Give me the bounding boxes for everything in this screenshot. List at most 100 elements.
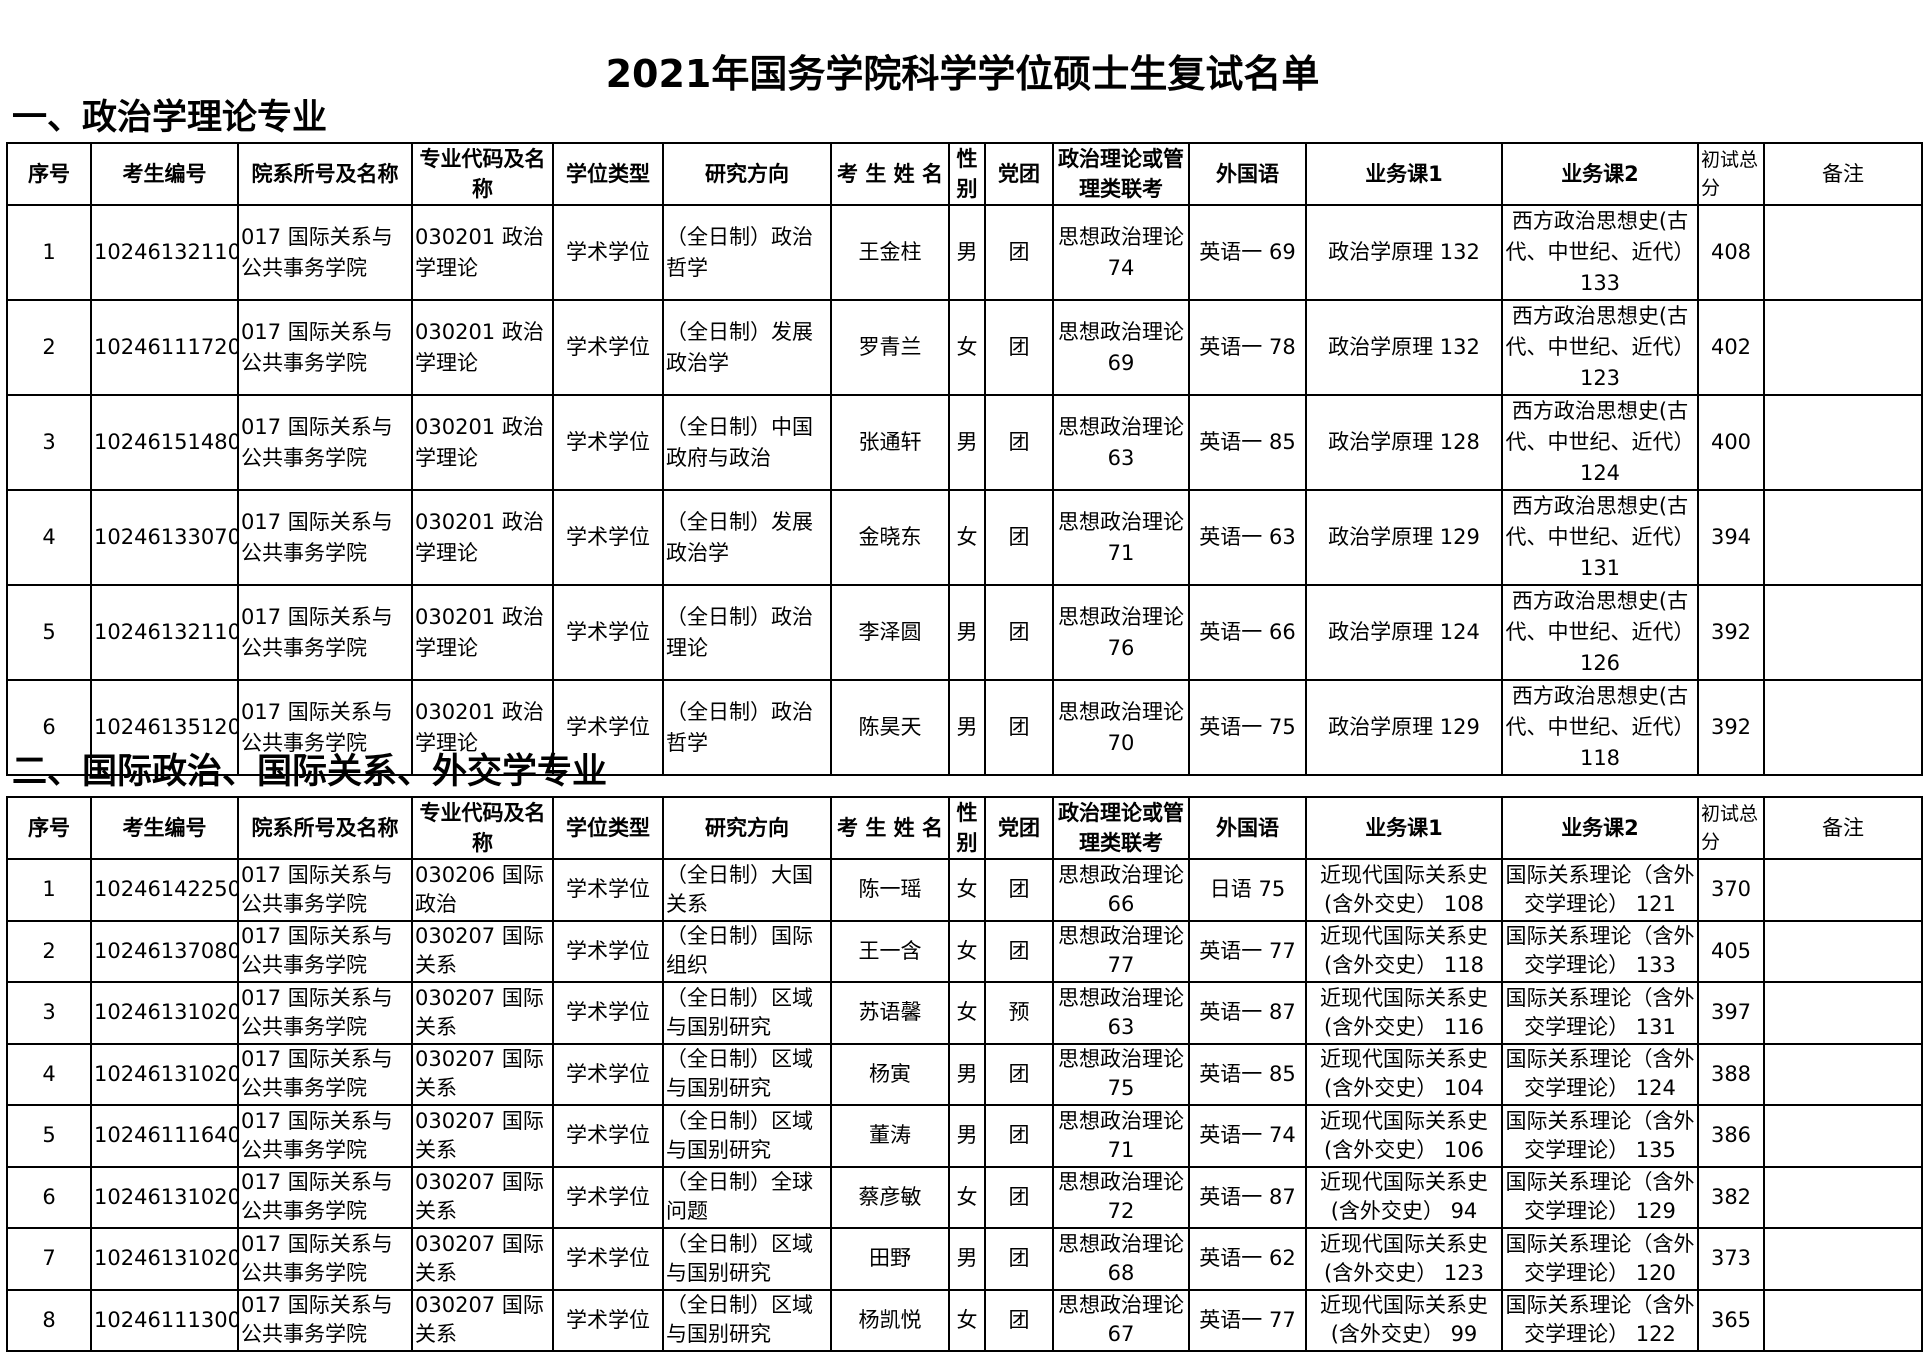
column-header-total-score: 初试总分 [1697,796,1765,860]
cell-degree-type: 学术学位 [552,919,664,983]
cell-total-score: 388 [1697,1042,1765,1106]
column-header-politics-score: 政治理论或管理类联考 [1052,796,1190,860]
cell-party: 团 [984,858,1054,922]
cell-department: 017 国际关系与公共事务学院 [237,1165,413,1229]
cell-seq: 2 [6,919,92,983]
cell-research-direction: （全日制）国际组织 [662,919,832,983]
cell-remarks [1763,981,1923,1045]
cell-major: 030201 政治学理论 [411,299,554,396]
cell-name: 苏语馨 [830,981,950,1045]
column-header-name: 考 生 姓 名 [830,142,950,206]
cell-gender: 女 [948,919,986,983]
cell-foreign-language: 英语一 77 [1188,1288,1307,1352]
cell-party: 团 [984,394,1054,491]
cell-total-score: 392 [1697,679,1765,776]
cell-candidate-id: 102461116405878 [90,1104,239,1168]
cell-party: 团 [984,1042,1054,1106]
cell-department: 017 国际关系与公共事务学院 [237,394,413,491]
cell-research-direction: （全日制）区域与国别研究 [662,981,832,1045]
cell-remarks [1763,1042,1923,1106]
cell-name: 杨凯悦 [830,1288,950,1352]
cell-research-direction: （全日制）全球问题 [662,1165,832,1229]
cell-course2: 国际关系理论（含外交学理论） 135 [1501,1104,1699,1168]
column-header-foreign-language: 外国语 [1188,142,1307,206]
cell-major: 030206 国际政治 [411,858,554,922]
column-header-department: 院系所号及名称 [237,796,413,860]
cell-seq: 3 [6,394,92,491]
cell-gender: 男 [948,1042,986,1106]
cell-name: 王一含 [830,919,950,983]
cell-major: 030201 政治学理论 [411,584,554,681]
cell-course1: 近现代国际关系史(含外交史） 123 [1305,1227,1503,1291]
cell-gender: 男 [948,394,986,491]
cell-major: 030207 国际关系 [411,1165,554,1229]
cell-course2: 国际关系理论（含外交学理论） 121 [1501,858,1699,922]
cell-research-direction: （全日制）区域与国别研究 [662,1227,832,1291]
cell-course1: 近现代国际关系史(含外交史） 118 [1305,919,1503,983]
cell-degree-type: 学术学位 [552,981,664,1045]
cell-total-score: 402 [1697,299,1765,396]
cell-candidate-id: 102461117205879 [90,299,239,396]
cell-name: 董涛 [830,1104,950,1168]
column-header-course2: 业务课2 [1501,796,1699,860]
cell-candidate-id: 102461310206152 [90,1165,239,1229]
cell-politics-score: 思想政治理论 71 [1052,489,1190,586]
cell-total-score: 392 [1697,584,1765,681]
document-title: 2021年国务学院科学学位硕士生复试名单 [605,52,1320,96]
column-header-research-direction: 研究方向 [662,142,832,206]
cell-gender: 女 [948,1165,986,1229]
cell-degree-type: 学术学位 [552,584,664,681]
cell-party: 团 [984,204,1054,301]
cell-degree-type: 学术学位 [552,1288,664,1352]
cell-research-direction: （全日制）发展政治学 [662,489,832,586]
cell-politics-score: 思想政治理论 69 [1052,299,1190,396]
cell-party: 团 [984,299,1054,396]
cell-research-direction: （全日制）区域与国别研究 [662,1042,832,1106]
column-header-major: 专业代码及名称 [411,796,554,860]
section-heading-political-theory: 一、政治学理论专业 [12,98,328,138]
cell-major: 030201 政治学理论 [411,204,554,301]
cell-course1: 近现代国际关系史(含外交史） 94 [1305,1165,1503,1229]
cell-remarks [1763,584,1923,681]
cell-gender: 男 [948,679,986,776]
cell-total-score: 382 [1697,1165,1765,1229]
cell-candidate-id: 102461330706383 [90,489,239,586]
cell-remarks [1763,679,1923,776]
column-header-course2: 业务课2 [1501,142,1699,206]
cell-politics-score: 思想政治理论 76 [1052,584,1190,681]
cell-candidate-id: 102461321106257 [90,584,239,681]
cell-remarks [1763,299,1923,396]
cell-foreign-language: 英语一 62 [1188,1227,1307,1291]
cell-department: 017 国际关系与公共事务学院 [237,858,413,922]
cell-politics-score: 思想政治理论 75 [1052,1042,1190,1106]
cell-remarks [1763,394,1923,491]
cell-candidate-id: 102461370806523 [90,919,239,983]
cell-total-score: 386 [1697,1104,1765,1168]
cell-politics-score: 思想政治理论 71 [1052,1104,1190,1168]
cell-course2: 国际关系理论（含外交学理论） 124 [1501,1042,1699,1106]
cell-department: 017 国际关系与公共事务学院 [237,919,413,983]
cell-gender: 男 [948,1227,986,1291]
cell-major: 030207 国际关系 [411,1227,554,1291]
cell-name: 罗青兰 [830,299,950,396]
cell-seq: 1 [6,858,92,922]
cell-remarks [1763,1165,1923,1229]
cell-course2: 国际关系理论（含外交学理论） 131 [1501,981,1699,1045]
cell-gender: 男 [948,204,986,301]
cell-remarks [1763,858,1923,922]
cell-seq: 5 [6,584,92,681]
cell-party: 团 [984,489,1054,586]
cell-course1: 近现代国际关系史(含外交史） 104 [1305,1042,1503,1106]
cell-department: 017 国际关系与公共事务学院 [237,489,413,586]
cell-course2: 西方政治思想史(古代、中世纪、近代） 123 [1501,299,1699,396]
header-row: 序号 考生编号 院系所号及名称 专业代码及名称 学位类型 研究方向考 生 姓 名性别 党团政… [6,142,1923,206]
cell-course2: 国际关系理论（含外交学理论） 133 [1501,919,1699,983]
cell-seq: 4 [6,489,92,586]
cell-candidate-id: 102461310206158 [90,1042,239,1106]
cell-course2: 国际关系理论（含外交学理论） 122 [1501,1288,1699,1352]
